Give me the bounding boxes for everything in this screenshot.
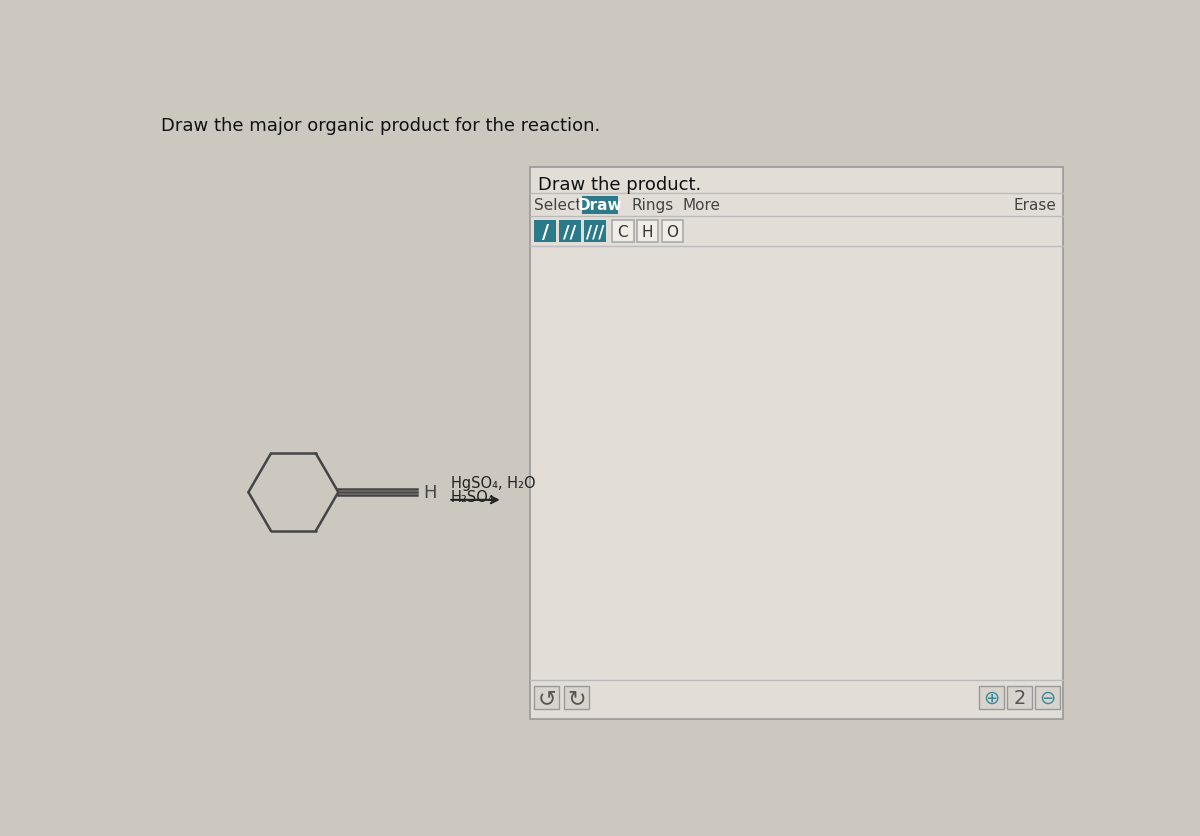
Text: More: More bbox=[683, 198, 721, 213]
Text: ///: /// bbox=[586, 223, 604, 241]
Text: H: H bbox=[642, 224, 653, 239]
Text: Select: Select bbox=[534, 198, 582, 213]
Text: C: C bbox=[618, 224, 628, 239]
FancyBboxPatch shape bbox=[661, 221, 683, 242]
FancyBboxPatch shape bbox=[612, 221, 634, 242]
Text: H₂SO₄: H₂SO₄ bbox=[451, 489, 494, 504]
FancyBboxPatch shape bbox=[534, 686, 559, 710]
Text: Erase: Erase bbox=[1014, 198, 1056, 213]
FancyBboxPatch shape bbox=[582, 196, 618, 215]
Text: /: / bbox=[541, 222, 548, 242]
Text: 2: 2 bbox=[1013, 688, 1026, 707]
FancyBboxPatch shape bbox=[559, 221, 581, 242]
Text: ↻: ↻ bbox=[566, 688, 586, 708]
Text: ⊖: ⊖ bbox=[1039, 688, 1056, 707]
FancyBboxPatch shape bbox=[979, 686, 1004, 710]
Text: Draw the product.: Draw the product. bbox=[538, 176, 701, 194]
Text: H: H bbox=[422, 483, 437, 502]
FancyBboxPatch shape bbox=[529, 168, 1063, 719]
FancyBboxPatch shape bbox=[534, 221, 556, 242]
FancyBboxPatch shape bbox=[1036, 686, 1060, 710]
Text: //: // bbox=[564, 223, 577, 241]
Text: HgSO₄, H₂O: HgSO₄, H₂O bbox=[451, 476, 535, 491]
Text: Draw: Draw bbox=[578, 198, 623, 213]
Text: O: O bbox=[666, 224, 678, 239]
FancyBboxPatch shape bbox=[1007, 686, 1032, 710]
FancyBboxPatch shape bbox=[564, 686, 589, 710]
Text: ⊕: ⊕ bbox=[984, 688, 1000, 707]
FancyBboxPatch shape bbox=[637, 221, 659, 242]
Text: ↺: ↺ bbox=[538, 688, 556, 708]
FancyBboxPatch shape bbox=[584, 221, 606, 242]
Text: Rings: Rings bbox=[631, 198, 673, 213]
Text: Draw the major organic product for the reaction.: Draw the major organic product for the r… bbox=[161, 117, 600, 135]
